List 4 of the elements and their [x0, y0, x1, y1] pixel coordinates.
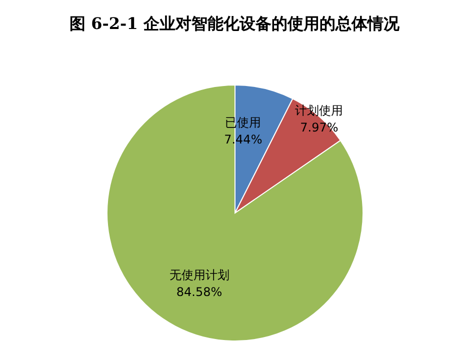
chart-title: 图 6-2-1 企业对智能化设备的使用的总体情况	[68, 13, 400, 35]
slice-label: 无使用计划	[169, 268, 230, 282]
pie-slice	[106, 84, 364, 342]
data-label: 84.58%	[176, 284, 222, 299]
